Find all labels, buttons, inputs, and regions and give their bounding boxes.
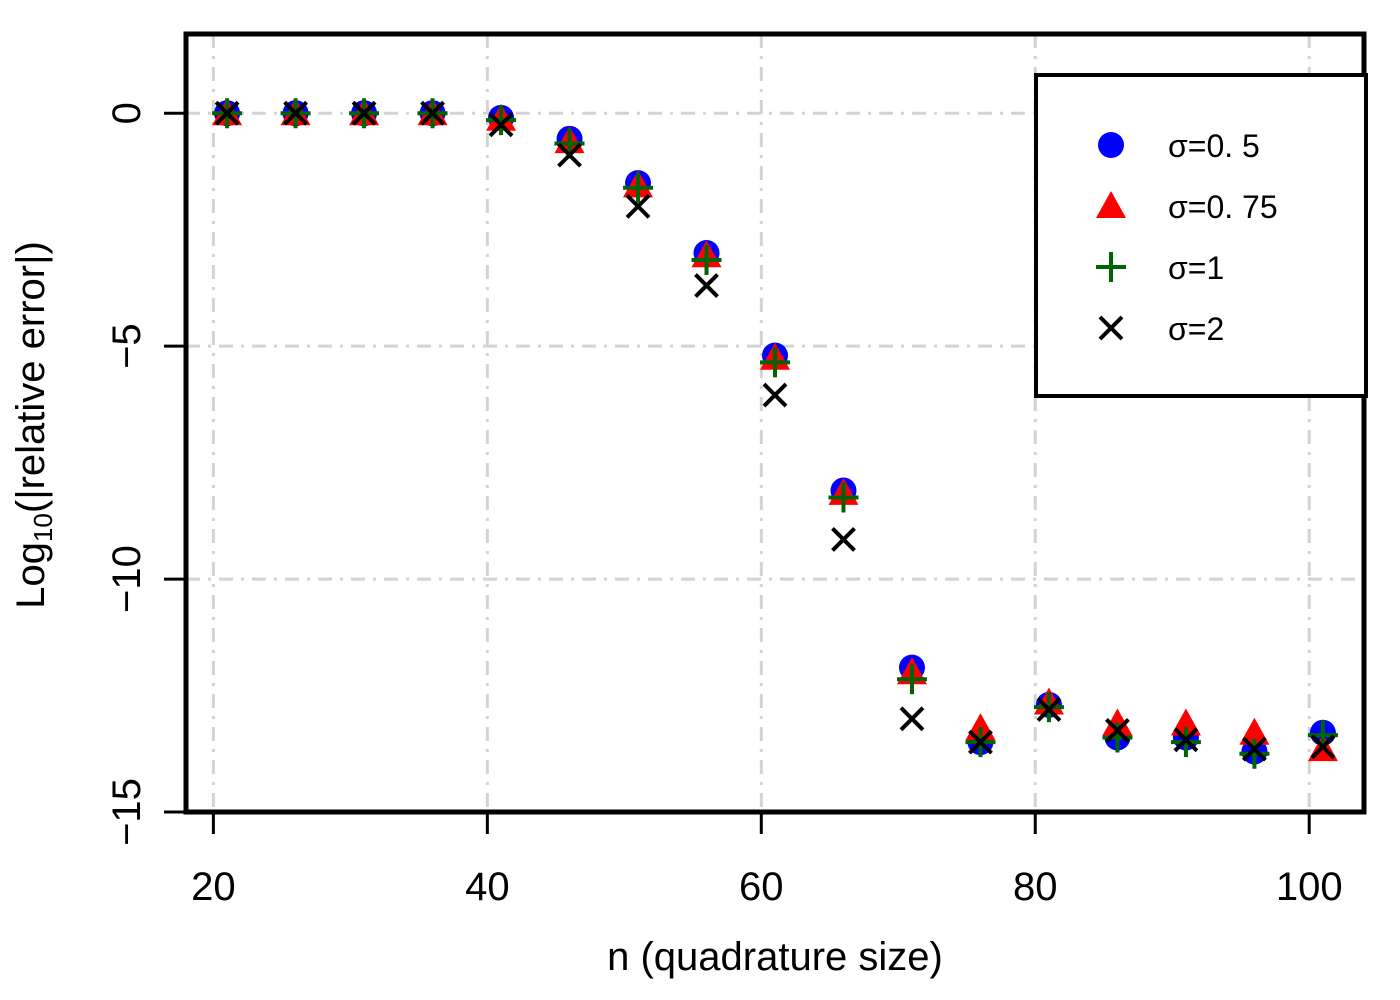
data-point-cross	[420, 100, 445, 126]
data-point-plus	[828, 482, 859, 513]
legend: σ=0. 5 σ=0. 75 σ=1 σ=2	[1034, 73, 1368, 398]
data-point-triangle	[1102, 708, 1133, 736]
plot-frame	[183, 31, 1367, 815]
y-tick-label: −5	[105, 323, 149, 369]
legend-marker-triangle	[1096, 191, 1126, 218]
data-point-cross	[694, 273, 719, 298]
data-point-triangle	[1170, 708, 1201, 736]
x-tick-label: 20	[191, 865, 236, 909]
y-axis-title-subscript: 10	[28, 513, 58, 542]
series-3	[214, 100, 1336, 762]
legend-label: σ=0. 5	[1168, 128, 1260, 164]
legend-label: σ=0. 75	[1168, 189, 1278, 225]
data-points	[212, 98, 1338, 769]
x-tick-label: 100	[1276, 865, 1343, 909]
legend-label: σ=1	[1168, 250, 1224, 286]
data-point-cross	[831, 527, 856, 552]
data-point-cross	[1173, 727, 1199, 753]
data-point-plus	[1102, 722, 1133, 753]
data-point-cross	[351, 100, 377, 126]
data-point-cross	[488, 112, 514, 138]
y-axis-title: Log10(|relative error|)	[9, 241, 58, 609]
legend-marker-cross	[1098, 315, 1124, 341]
legend-box	[1034, 73, 1368, 398]
x-tick-label: 80	[1013, 865, 1058, 909]
x-tick-label: 40	[465, 865, 510, 909]
data-point-cross	[557, 142, 582, 168]
axis-ticks: 20 40 60 80 100 0 −5 −10 −15	[105, 102, 1343, 909]
data-point-plus	[760, 347, 790, 378]
data-point-cross	[1242, 736, 1267, 762]
data-point-plus	[486, 105, 517, 136]
data-point-cross	[1105, 718, 1130, 743]
data-point-cross	[762, 382, 788, 408]
data-point-cross	[283, 100, 308, 126]
data-point-cross	[899, 706, 925, 732]
data-point-plus	[896, 664, 927, 695]
data-point-cross	[625, 193, 651, 219]
data-point-cross	[1310, 734, 1336, 760]
data-point-cross	[968, 729, 993, 755]
data-point-cross	[214, 100, 240, 126]
y-tick-label: 0	[105, 102, 149, 124]
legend-marker-circle	[1098, 132, 1124, 158]
y-axis-title-main: Log	[9, 542, 53, 609]
legend-marker-plus	[1096, 252, 1126, 282]
y-tick-label: −10	[105, 545, 149, 613]
data-point-plus	[1239, 738, 1270, 769]
data-point-cross	[1036, 697, 1062, 722]
y-axis-title-rest: (|relative error|)	[9, 241, 53, 513]
legend-label: σ=2	[1168, 311, 1224, 347]
y-tick-label: −15	[105, 778, 149, 846]
x-tick-label: 60	[739, 865, 784, 909]
x-axis-title: n (quadrature size)	[607, 935, 943, 979]
data-point-triangle	[1239, 717, 1270, 745]
data-point-plus	[623, 172, 654, 203]
data-point-plus	[691, 244, 722, 275]
